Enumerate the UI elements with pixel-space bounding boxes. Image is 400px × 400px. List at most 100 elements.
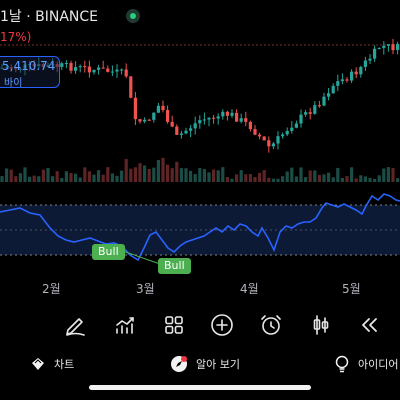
candle-body xyxy=(106,68,110,72)
buy-price: 5,410.74 xyxy=(2,59,56,73)
volume-bar xyxy=(271,178,275,182)
volume-bar xyxy=(276,178,280,182)
candle-body xyxy=(156,105,160,113)
candle-body xyxy=(290,127,294,131)
candle-body xyxy=(202,119,206,121)
bull-label: Bull xyxy=(92,244,125,260)
volume-bar xyxy=(322,174,326,182)
candle-body xyxy=(147,119,151,121)
volume-bar xyxy=(147,168,151,182)
candle-body xyxy=(60,63,64,67)
add-plus-icon[interactable] xyxy=(209,312,235,338)
candle-body xyxy=(216,116,220,119)
alarm-clock-icon[interactable] xyxy=(258,312,284,338)
chart-title: 1날 · BINANCE xyxy=(0,9,99,25)
volume-bar xyxy=(382,168,386,182)
candle-body xyxy=(304,112,308,115)
volume-bar xyxy=(193,174,197,182)
candle-body xyxy=(110,71,114,73)
volume-bar xyxy=(253,177,257,182)
volume-bar xyxy=(267,177,271,182)
candle-body xyxy=(133,97,137,120)
volume-bar xyxy=(290,167,294,182)
volume-bar xyxy=(5,168,9,182)
volume-bar xyxy=(363,176,367,182)
nav-item-ideas-view[interactable]: 알아 보기 xyxy=(170,354,240,374)
volume-bar xyxy=(124,159,128,182)
volume-bar xyxy=(202,169,206,182)
nav-item-ideas[interactable]: 아이디어 xyxy=(334,354,398,374)
candle-body xyxy=(225,111,229,116)
volume-bar xyxy=(69,173,73,182)
indicators-icon[interactable] xyxy=(112,312,138,338)
volume-bar xyxy=(14,176,18,182)
volume-bar xyxy=(64,171,68,182)
rsi-line xyxy=(0,193,400,262)
volume-bar xyxy=(331,177,335,182)
volume-bar xyxy=(23,167,27,182)
volume-bar xyxy=(396,178,400,182)
candle-body xyxy=(354,71,358,75)
volume-bar xyxy=(281,176,285,182)
candle-body xyxy=(170,121,174,127)
volume-bar xyxy=(18,173,22,182)
candle-body xyxy=(294,123,298,128)
candle-body xyxy=(331,85,335,94)
candle-body xyxy=(258,134,262,137)
grid-layout-icon[interactable] xyxy=(161,312,187,338)
volume-bar xyxy=(216,170,220,182)
candle-body xyxy=(276,136,280,144)
candle-body xyxy=(239,118,243,122)
candle-body xyxy=(69,63,73,71)
month-label: 2월 xyxy=(42,282,61,296)
nav-item-label: 알아 보기 xyxy=(196,358,240,371)
candle-body xyxy=(382,45,386,48)
volume-bar xyxy=(101,174,105,182)
buy-button[interactable] xyxy=(0,56,60,88)
volume-bar xyxy=(386,167,390,182)
volume-bar xyxy=(212,169,216,182)
candle-body xyxy=(262,136,266,141)
drawing-pen-icon[interactable] xyxy=(62,312,88,338)
volume-bar xyxy=(55,171,59,182)
volume-bar xyxy=(198,168,202,182)
candle-body xyxy=(368,58,372,61)
candle-body xyxy=(221,111,225,117)
candle-body xyxy=(322,96,326,106)
candle-body xyxy=(198,120,202,124)
live-status-icon xyxy=(126,9,140,23)
volume-bar xyxy=(308,170,312,182)
candle-body xyxy=(115,69,119,72)
candle-body xyxy=(359,66,363,75)
volume-bar xyxy=(207,172,211,182)
candle-body xyxy=(248,121,252,130)
nav-item-chart[interactable]: 차트 xyxy=(30,354,74,374)
replay-rewind-icon[interactable] xyxy=(356,312,382,338)
candle-body xyxy=(363,60,367,67)
candle-body xyxy=(92,69,96,73)
volume-bar xyxy=(313,170,317,182)
candle-body xyxy=(317,105,321,107)
volume-bar xyxy=(304,177,308,182)
volume-bar xyxy=(83,167,87,182)
volume-bar xyxy=(92,174,96,182)
volume-bar xyxy=(317,174,321,182)
candles-layer xyxy=(0,38,400,153)
volume-bar xyxy=(239,170,243,182)
volume-bar xyxy=(336,167,340,182)
candle-body xyxy=(83,66,87,68)
volume-bar xyxy=(60,177,64,182)
volume-bar xyxy=(225,176,229,182)
volume-bar xyxy=(340,177,344,182)
price-chart[interactable] xyxy=(0,0,400,300)
volume-bar xyxy=(115,175,119,182)
volume-bar xyxy=(129,168,133,182)
candle-type-icon[interactable] xyxy=(308,312,334,338)
volume-bar xyxy=(32,175,36,182)
volume-bar xyxy=(46,167,50,182)
candle-body xyxy=(299,114,303,124)
candle-body xyxy=(345,79,349,81)
candle-body xyxy=(391,44,395,51)
candle-body xyxy=(64,63,68,65)
volume-bar xyxy=(377,175,381,182)
